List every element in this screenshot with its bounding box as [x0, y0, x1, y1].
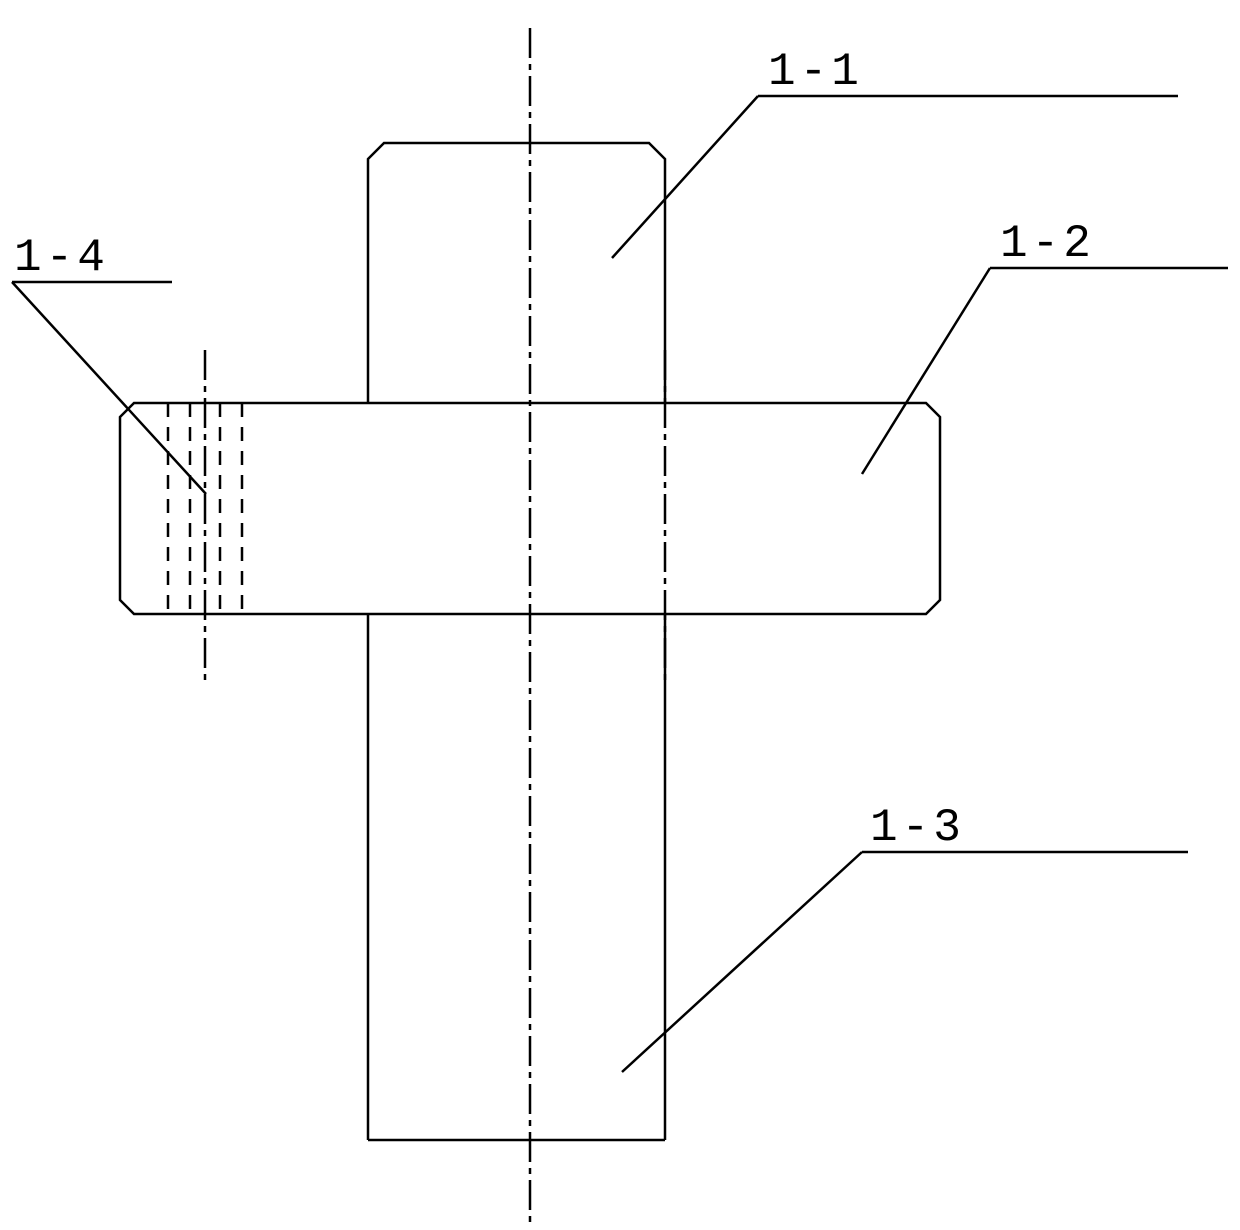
callout-c13-label: 1-3	[870, 802, 965, 854]
callout-c14-leader	[12, 282, 206, 494]
callout-c14-label: 1-4	[14, 232, 109, 284]
top-block	[368, 143, 665, 403]
callout-c11-label: 1-1	[768, 46, 863, 98]
engineering-diagram: 1-1 1-2 1-4 1-3	[0, 0, 1240, 1230]
callout-c13-leader	[622, 852, 862, 1072]
callout-c11-leader	[612, 96, 758, 258]
callout-c12-label: 1-2	[1000, 218, 1095, 270]
callout-c12-leader	[862, 268, 990, 474]
